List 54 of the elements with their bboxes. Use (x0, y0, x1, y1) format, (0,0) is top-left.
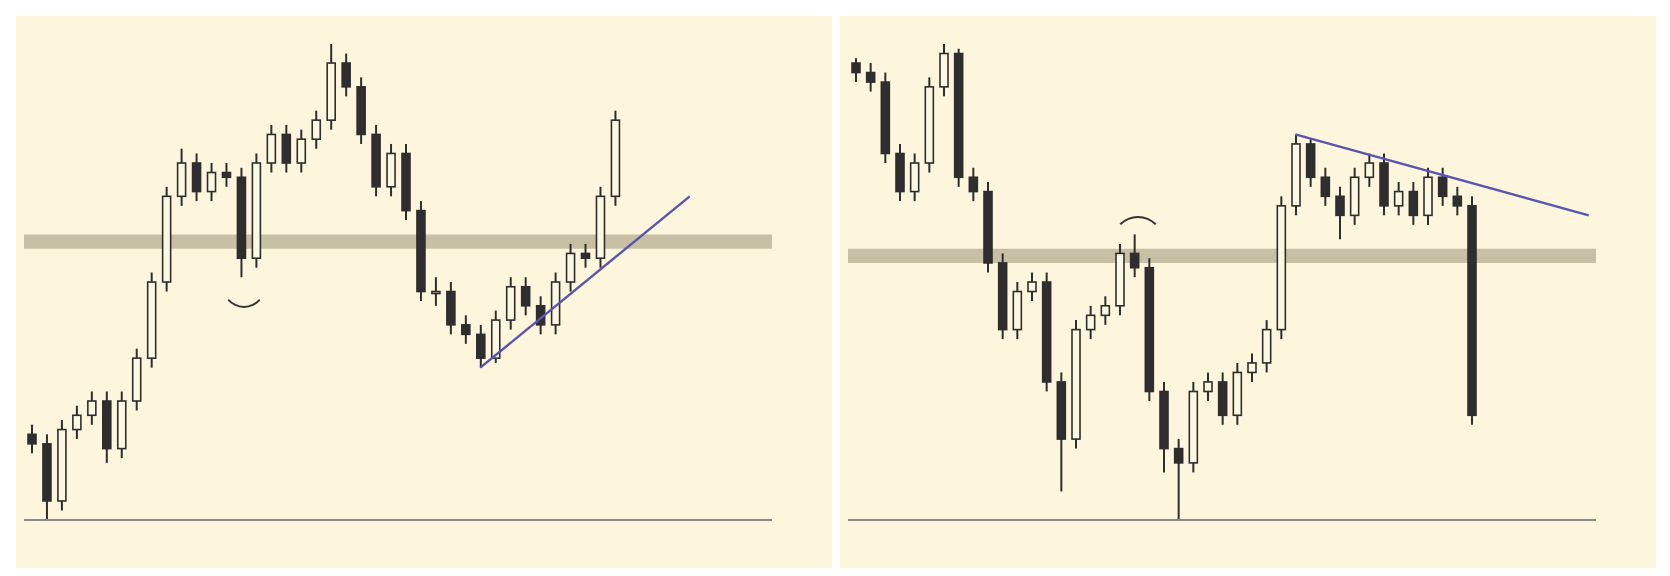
candlestick (1408, 181, 1419, 226)
candlestick (1349, 166, 1360, 226)
candlestick (851, 57, 861, 84)
candlestick (102, 390, 112, 464)
candlestick (27, 423, 37, 455)
candlestick (1320, 166, 1331, 207)
candlestick (72, 404, 82, 441)
candlestick (1129, 233, 1140, 279)
candlestick (490, 309, 501, 364)
candlestick (1423, 166, 1433, 226)
candlestick (1247, 352, 1257, 383)
candlestick (1173, 438, 1184, 520)
candlestick (520, 276, 531, 317)
candlestick (895, 142, 905, 203)
candlestick (565, 242, 576, 293)
candlestick (266, 123, 277, 174)
candlestick (446, 281, 456, 336)
candlestick (909, 152, 920, 203)
candlestick (116, 390, 127, 460)
candlestick (1364, 152, 1375, 188)
candlestick (1452, 185, 1463, 217)
candlestick (865, 62, 876, 93)
candlestick (1437, 166, 1448, 207)
candlestick (461, 314, 471, 345)
candlestick (476, 323, 486, 369)
candlestick (206, 162, 217, 203)
candlestick (191, 152, 202, 203)
candlestick (1393, 181, 1404, 217)
candlestick (176, 147, 187, 207)
candlestick (356, 76, 366, 145)
candlestick (131, 347, 142, 412)
candlestick (1261, 319, 1272, 374)
candlestick (386, 142, 396, 198)
candlestick (1335, 185, 1345, 241)
candlestick (311, 109, 322, 150)
candlestick (1012, 281, 1023, 341)
candlestick (580, 242, 591, 269)
candlestick (1203, 371, 1213, 402)
candlestick (1217, 371, 1228, 426)
candlestick (341, 52, 351, 98)
candlestick (296, 128, 307, 174)
candlestick (968, 166, 979, 203)
candlestick (221, 162, 232, 188)
candlestick (1085, 304, 1096, 341)
candlestick (281, 123, 292, 174)
candlestick (1027, 271, 1037, 303)
candlestick (505, 276, 516, 331)
candlestick (1232, 361, 1243, 426)
candlestick (1305, 138, 1316, 188)
candlestick (1379, 152, 1389, 217)
candlestick (939, 44, 949, 98)
candlestick (87, 390, 97, 426)
candlestick (1100, 295, 1111, 326)
candlestick (431, 276, 441, 307)
